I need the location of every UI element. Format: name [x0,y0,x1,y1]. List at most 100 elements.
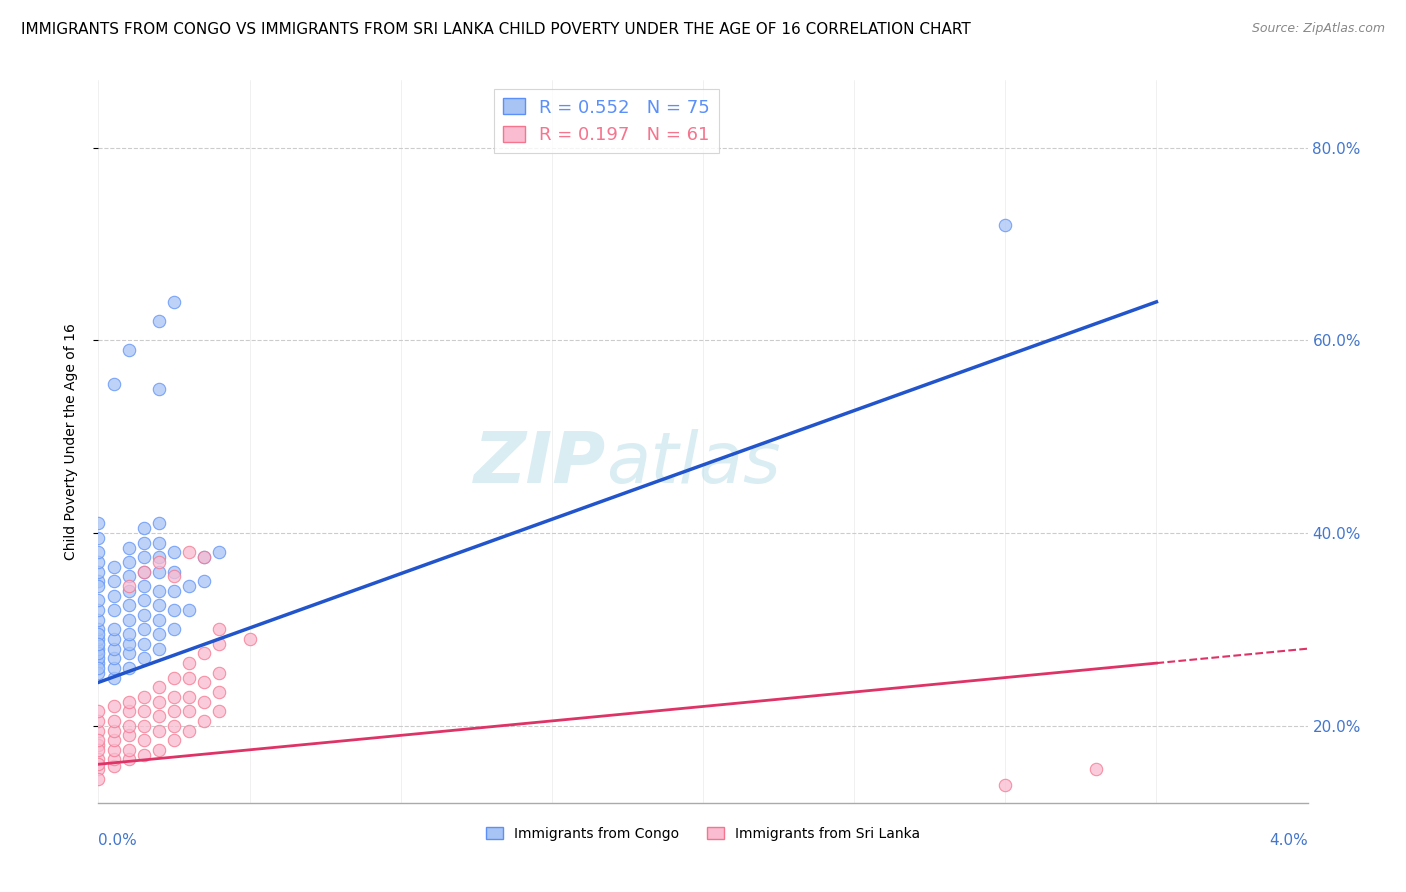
Point [163,545,186,559]
Text: ZIP: ZIP [474,429,606,498]
Point [132,651,155,665]
Point [87,772,110,786]
Point [208,704,231,718]
Point [118,695,141,709]
Point [193,695,215,709]
Point [118,728,141,742]
Point [193,574,215,589]
Point [163,583,186,598]
Point [87,757,110,772]
Point [148,535,170,549]
Point [87,641,110,656]
Point [148,680,170,694]
Y-axis label: Child Poverty Under the Age of 16: Child Poverty Under the Age of 16 [63,323,77,560]
Point [118,661,141,675]
Point [103,603,125,617]
Point [103,641,125,656]
Point [118,569,141,583]
Point [148,695,170,709]
Point [87,593,110,607]
Point [132,593,155,607]
Point [103,733,125,747]
Point [148,709,170,723]
Point [163,719,186,733]
Point [118,719,141,733]
Point [208,665,231,680]
Point [87,613,110,627]
Point [994,218,1017,232]
Point [103,574,125,589]
Point [103,671,125,685]
Point [87,738,110,752]
Point [148,516,170,531]
Point [118,627,141,641]
Point [148,743,170,757]
Point [148,583,170,598]
Point [87,565,110,579]
Point [103,743,125,757]
Point [87,651,110,665]
Point [87,647,110,661]
Point [132,733,155,747]
Point [132,550,155,565]
Point [87,733,110,747]
Point [103,759,125,773]
Point [994,779,1017,793]
Point [118,541,141,555]
Point [179,671,201,685]
Point [87,637,110,651]
Point [132,579,155,593]
Point [208,623,231,637]
Point [163,569,186,583]
Point [87,623,110,637]
Point [87,752,110,766]
Point [118,343,141,357]
Point [87,762,110,776]
Point [103,559,125,574]
Point [179,656,201,670]
Point [118,613,141,627]
Point [179,723,201,738]
Point [193,550,215,565]
Point [148,550,170,565]
Text: 0.0%: 0.0% [98,833,138,848]
Point [103,699,125,714]
Legend: Immigrants from Congo, Immigrants from Sri Lanka: Immigrants from Congo, Immigrants from S… [481,822,925,847]
Point [193,675,215,690]
Point [132,521,155,535]
Point [103,651,125,665]
Point [87,579,110,593]
Point [1085,762,1108,776]
Point [103,723,125,738]
Point [87,661,110,675]
Point [118,704,141,718]
Point [179,545,201,559]
Point [208,545,231,559]
Point [87,714,110,728]
Point [179,690,201,704]
Point [179,603,201,617]
Text: 4.0%: 4.0% [1268,833,1308,848]
Point [239,632,262,646]
Point [163,671,186,685]
Point [87,632,110,646]
Point [87,627,110,641]
Point [118,647,141,661]
Point [193,647,215,661]
Text: IMMIGRANTS FROM CONGO VS IMMIGRANTS FROM SRI LANKA CHILD POVERTY UNDER THE AGE O: IMMIGRANTS FROM CONGO VS IMMIGRANTS FROM… [21,22,970,37]
Point [148,613,170,627]
Text: atlas: atlas [606,429,780,498]
Point [87,516,110,531]
Point [103,752,125,766]
Point [148,314,170,328]
Point [87,743,110,757]
Point [163,603,186,617]
Point [163,623,186,637]
Point [148,599,170,613]
Point [148,555,170,569]
Point [118,637,141,651]
Point [103,589,125,603]
Point [193,714,215,728]
Point [163,733,186,747]
Point [148,627,170,641]
